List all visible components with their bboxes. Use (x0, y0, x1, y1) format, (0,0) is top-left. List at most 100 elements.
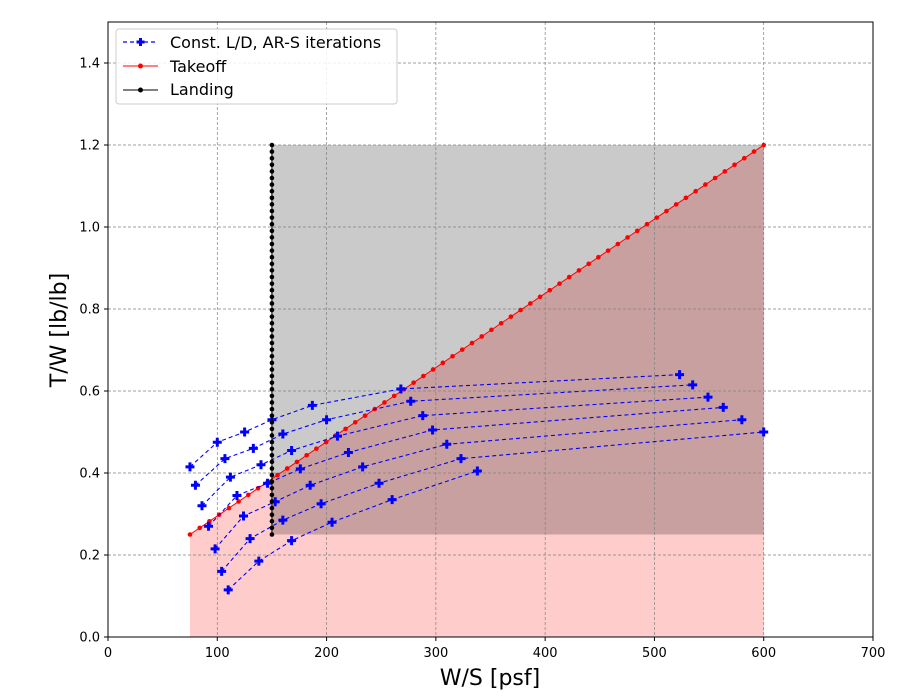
iteration-point (358, 462, 368, 472)
takeoff-point (498, 320, 504, 326)
landing-point (269, 353, 275, 359)
series-layer (185, 142, 769, 595)
takeoff-point (421, 373, 426, 379)
takeoff-point (518, 307, 523, 313)
landing-point (269, 314, 275, 319)
iteration-point (223, 585, 233, 595)
landing-point (269, 327, 275, 333)
takeoff-point (275, 472, 280, 478)
landing-point (269, 221, 275, 227)
landing-point (269, 472, 275, 478)
iteration-point (190, 480, 200, 490)
legend: Const. L/D, AR-S iterations Takeoff Land… (115, 28, 398, 105)
legend-box (115, 28, 398, 105)
iteration-curve (227, 470, 478, 591)
landing-point (269, 367, 275, 372)
feasible-regions (189, 145, 764, 637)
landing-point (269, 182, 275, 187)
iteration-point (307, 400, 317, 410)
landing-point (269, 155, 275, 161)
iteration-point (387, 495, 397, 505)
iteration-point (212, 437, 222, 447)
landing-point (269, 188, 275, 194)
landing-point (269, 400, 275, 405)
landing-point (269, 525, 275, 531)
takeoff-point (761, 142, 767, 148)
landing-point (269, 169, 275, 174)
x-tick-label: 400 (533, 646, 558, 661)
iteration-point (248, 443, 258, 453)
landing-point (269, 373, 275, 379)
iteration-point (254, 556, 264, 566)
landing-point (269, 413, 275, 418)
landing-point (269, 485, 275, 491)
legend-iterations-marker (136, 38, 145, 46)
landing-point (269, 228, 275, 234)
x-tick-label: 600 (751, 646, 776, 661)
iteration-point (316, 499, 326, 509)
iteration-point (278, 515, 288, 525)
takeoff-point (751, 149, 757, 154)
landing-point (269, 439, 275, 445)
iteration-point (295, 464, 305, 474)
takeoff-point (673, 202, 679, 207)
landing-point (269, 208, 275, 214)
takeoff-point (440, 360, 446, 366)
iteration-point (737, 415, 747, 425)
iteration-point (278, 429, 288, 439)
y-tick-label: 1.0 (79, 221, 100, 236)
iteration-point (240, 427, 250, 437)
takeoff-point (226, 505, 232, 511)
takeoff-point (187, 532, 193, 537)
takeoff-point (304, 452, 309, 458)
landing-point (269, 340, 275, 346)
plot-frame (107, 21, 874, 638)
landing-point (269, 294, 275, 300)
iteration-point (343, 448, 353, 457)
iteration-point (456, 454, 466, 464)
takeoff-point (741, 155, 747, 161)
iteration-point (225, 472, 235, 482)
takeoff-point (382, 400, 387, 405)
takeoff-point (489, 327, 494, 333)
takeoff-point (343, 426, 348, 432)
iteration-point (442, 439, 452, 449)
landing-point (269, 380, 275, 385)
landing-point (269, 492, 275, 498)
landing-point (269, 274, 275, 280)
landing-point (269, 268, 275, 273)
landing-point (269, 347, 275, 352)
takeoff-point (654, 215, 660, 220)
x-tick-label: 500 (642, 646, 667, 661)
iteration-point (204, 521, 214, 531)
takeoff-point (722, 169, 728, 174)
landing-point (269, 505, 275, 511)
landing-point (269, 162, 275, 168)
landing-point (269, 281, 275, 286)
takeoff-point (566, 274, 572, 280)
landing-point (269, 334, 275, 339)
y-tick-label: 0.4 (79, 467, 100, 482)
takeoff-point (615, 241, 621, 247)
x-tick-label: 200 (314, 646, 339, 661)
iteration-point (256, 460, 266, 470)
iteration-point (327, 517, 337, 527)
takeoff-point (537, 294, 543, 300)
landing-point (269, 287, 275, 293)
takeoff-point (197, 525, 202, 531)
iteration-point (333, 431, 342, 441)
takeoff-point (703, 182, 708, 187)
y-tick-label: 0.8 (79, 303, 100, 318)
landing-point (269, 248, 275, 253)
landing-point (269, 202, 275, 207)
takeoff-point (693, 188, 698, 194)
legend-label-iterations: Const. L/D, AR-S iterations (170, 33, 381, 52)
landing-point (269, 406, 275, 412)
takeoff-point (664, 208, 669, 214)
iteration-point (185, 462, 195, 472)
landing-point (269, 215, 275, 220)
iteration-point (287, 536, 297, 546)
landing-point (269, 360, 275, 366)
landing-point (269, 466, 275, 471)
